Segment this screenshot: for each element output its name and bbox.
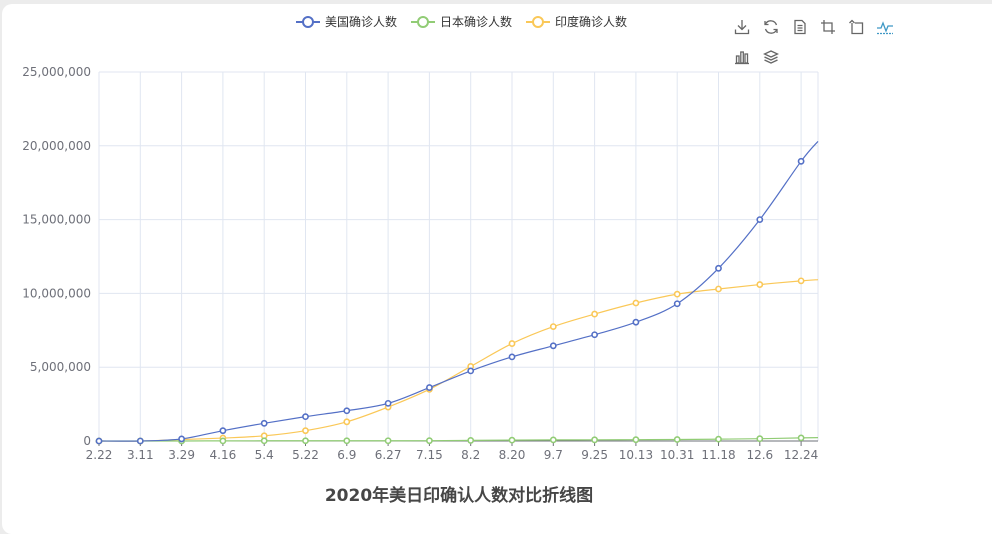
series-0-point <box>549 342 557 350</box>
data-view-icon[interactable] <box>790 17 810 37</box>
legend-label-japan: 日本确诊人数 <box>440 15 513 29</box>
series-0-point <box>467 367 475 375</box>
x-tick-label: 12.24 <box>784 448 818 462</box>
series-0-point <box>673 300 681 308</box>
series-0-point <box>508 353 516 361</box>
series-0-point <box>425 384 433 391</box>
x-tick-label: 4.16 <box>210 448 237 462</box>
x-tick-label: 10.31 <box>660 448 694 462</box>
series-1-point <box>797 434 805 442</box>
legend-label-usa: 美国确诊人数 <box>325 15 398 29</box>
chart-title: 2020年美日印确认人数对比折线图 <box>324 486 594 506</box>
series-2-point <box>632 299 640 307</box>
series-0-point <box>591 331 598 339</box>
y-tick-label: 10,000,000 <box>22 286 91 300</box>
series-1-point <box>260 437 268 445</box>
series-0-point <box>343 407 351 415</box>
legend-swatch-japan <box>411 15 436 28</box>
zoom-icon[interactable] <box>818 17 838 37</box>
legend-swatch-india <box>526 15 551 28</box>
series-1-point <box>384 437 392 445</box>
series-2-point <box>715 285 722 293</box>
y-tick-label: 20,000,000 <box>22 139 91 153</box>
chart-card <box>2 4 992 534</box>
x-tick-label: 9.25 <box>581 448 608 462</box>
series-1-point <box>508 436 516 444</box>
legend-item-india[interactable]: 印度确诊人数 <box>526 13 627 30</box>
series-1-point <box>343 437 351 445</box>
x-tick-label: 8.2 <box>461 448 480 462</box>
series-2-point <box>756 281 764 288</box>
series-2-point <box>343 418 351 426</box>
series-1-point <box>632 436 640 444</box>
x-tick-label: 7.15 <box>416 448 443 462</box>
series-2-point <box>673 290 681 298</box>
series-1-point <box>302 437 309 445</box>
refresh-icon[interactable] <box>761 17 781 37</box>
series-1-point <box>425 437 433 445</box>
series-2-point <box>508 340 516 347</box>
bar-chart-icon[interactable] <box>732 47 752 67</box>
x-tick-label: 8.20 <box>499 448 526 462</box>
x-tick-label: 3.11 <box>127 448 154 462</box>
series-0-point <box>260 419 268 427</box>
legend-swatch-usa <box>296 15 320 28</box>
x-tick-label: 5.4 <box>255 448 274 462</box>
x-tick-label: 9.7 <box>544 448 563 462</box>
series-0-point <box>632 318 640 326</box>
series-0-point <box>136 437 144 445</box>
series-1-point <box>219 437 227 445</box>
series-0-point <box>219 427 227 435</box>
line-chart-icon[interactable] <box>875 17 895 37</box>
x-tick-label: 5.22 <box>292 448 319 462</box>
y-tick-label: 0 <box>83 434 91 448</box>
series-2-point <box>302 427 309 435</box>
series-0-point <box>797 157 805 165</box>
series-1-point <box>756 435 764 443</box>
series-1-point <box>591 436 598 444</box>
zoom-reset-icon[interactable] <box>846 17 866 37</box>
series-0-point <box>756 216 764 223</box>
stack-icon[interactable] <box>761 47 781 67</box>
chart-legend: 美国确诊人数 日本确诊人数 印度确诊人数 <box>296 13 627 30</box>
series-2-point <box>591 310 598 318</box>
y-tick-label: 15,000,000 <box>22 213 91 227</box>
x-tick-label: 2.22 <box>86 448 113 462</box>
x-tick-label: 6.27 <box>375 448 402 462</box>
series-1-point <box>467 437 475 444</box>
series-2-point <box>549 323 557 331</box>
series-0-point <box>302 413 309 421</box>
series-0-point <box>95 437 103 445</box>
x-tick-label: 12.6 <box>746 448 773 462</box>
y-tick-label: 25,000,000 <box>22 65 91 79</box>
x-tick-label: 6.9 <box>337 448 356 462</box>
y-tick-label: 5,000,000 <box>30 360 91 374</box>
series-0-point <box>715 264 722 272</box>
line-chart: 0 5,000,000 10,000,000 15,000,000 20,000,000… <box>22 65 819 462</box>
series-0-point <box>178 435 185 443</box>
series-2-point <box>797 277 805 285</box>
series-0-point <box>384 399 392 407</box>
series-1-point <box>549 436 557 444</box>
x-tick-label: 10.13 <box>619 448 653 462</box>
legend-item-usa[interactable]: 美国确诊人数 <box>296 13 397 30</box>
download-icon[interactable] <box>732 17 752 37</box>
series-1-point <box>715 435 722 443</box>
series-1-point <box>673 436 681 443</box>
x-tick-label: 3.29 <box>168 448 195 462</box>
series-line-2 <box>98 279 819 442</box>
legend-item-japan[interactable]: 日本确诊人数 <box>411 13 512 30</box>
series-line-0 <box>98 140 819 442</box>
x-tick-label: 11.18 <box>701 448 735 462</box>
legend-label-india: 印度确诊人数 <box>555 15 628 29</box>
